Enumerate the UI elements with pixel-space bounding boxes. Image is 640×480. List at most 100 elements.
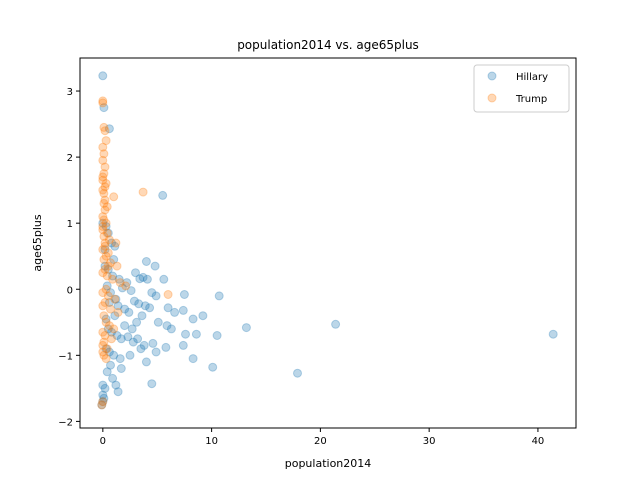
- point-trump: [98, 142, 108, 152]
- point-trump: [101, 284, 111, 294]
- point-hillary: [114, 274, 124, 284]
- point-trump: [100, 241, 110, 251]
- point-hillary: [124, 307, 134, 317]
- point-hillary: [101, 344, 111, 354]
- point-trump: [99, 255, 109, 264]
- point-hillary: [98, 397, 108, 407]
- axes-frame: [79, 57, 577, 429]
- point-trump: [98, 340, 108, 350]
- point-trump: [101, 179, 111, 188]
- point-hillary: [99, 103, 109, 113]
- point-hillary: [214, 291, 224, 301]
- point-hillary: [134, 299, 144, 309]
- point-hillary: [101, 222, 111, 231]
- point-trump: [98, 288, 108, 298]
- plot-area: [97, 71, 558, 410]
- point-trump: [99, 350, 109, 360]
- point-hillary: [145, 303, 155, 313]
- point-hillary: [98, 71, 108, 81]
- point-trump: [106, 258, 115, 268]
- point-trump: [98, 96, 108, 106]
- point-trump: [100, 205, 110, 215]
- point-trump: [110, 294, 120, 304]
- point-hillary: [122, 278, 132, 288]
- point-trump: [101, 317, 111, 327]
- point-trump: [98, 172, 108, 182]
- point-hillary: [113, 301, 123, 311]
- x-tick-label: 40: [532, 436, 545, 447]
- point-hillary: [112, 331, 122, 340]
- point-trump: [108, 274, 118, 284]
- point-hillary: [188, 354, 198, 364]
- point-trump: [113, 307, 123, 317]
- point-trump: [100, 195, 110, 205]
- point-hillary: [133, 334, 143, 344]
- point-trump: [99, 215, 109, 225]
- point-trump: [98, 397, 108, 407]
- point-hillary: [126, 286, 136, 296]
- point-trump: [99, 188, 109, 198]
- legend: Hillary Trump: [473, 64, 570, 113]
- point-hillary: [179, 290, 189, 299]
- point-trump: [98, 225, 108, 235]
- point-trump: [99, 122, 109, 132]
- point-trump: [98, 185, 108, 195]
- point-hillary: [135, 274, 145, 284]
- point-trump: [109, 192, 119, 202]
- point-hillary: [191, 329, 201, 339]
- x-tick-label: 0: [100, 436, 106, 447]
- point-trump: [102, 344, 112, 354]
- point-trump: [97, 400, 107, 410]
- y-tick-label: 1: [67, 219, 73, 230]
- point-trump: [98, 268, 108, 278]
- y-tick-label: −2: [58, 417, 73, 428]
- point-hillary: [151, 291, 161, 301]
- point-hillary: [101, 314, 111, 324]
- point-trump: [107, 334, 116, 344]
- point-trump: [103, 261, 113, 271]
- point-hillary: [100, 245, 110, 255]
- x-tick-label: 30: [423, 436, 436, 447]
- point-hillary: [241, 323, 251, 333]
- point-hillary: [181, 329, 190, 339]
- point-hillary: [128, 337, 138, 347]
- x-axis: 0 10 20 30 40: [100, 428, 545, 447]
- point-trump: [112, 261, 122, 271]
- series-hillary: [97, 71, 558, 410]
- point-hillary: [147, 379, 157, 389]
- point-trump: [121, 281, 131, 291]
- point-trump: [103, 248, 113, 258]
- point-hillary: [188, 314, 198, 324]
- point-trump: [99, 231, 109, 241]
- point-hillary: [100, 261, 110, 271]
- point-trump: [98, 155, 108, 165]
- point-hillary: [158, 190, 168, 200]
- point-trump: [109, 324, 119, 334]
- point-trump: [98, 347, 108, 357]
- point-trump: [103, 291, 113, 301]
- point-hillary: [110, 241, 120, 251]
- point-trump: [100, 298, 110, 307]
- point-hillary: [104, 298, 114, 307]
- point-hillary: [116, 334, 126, 344]
- point-hillary: [212, 331, 222, 340]
- point-trump: [99, 311, 109, 321]
- point-hillary: [151, 347, 161, 357]
- point-trump: [111, 238, 121, 248]
- point-hillary: [102, 281, 112, 291]
- point-hillary: [178, 340, 188, 350]
- point-hillary: [98, 218, 108, 228]
- point-hillary: [109, 350, 119, 360]
- point-hillary: [141, 357, 151, 367]
- legend-label-trump: Trump: [515, 94, 547, 105]
- point-hillary: [110, 311, 120, 321]
- y-tick-label: 2: [67, 153, 73, 164]
- legend-marker-trump: [487, 93, 497, 103]
- y-tick-label: 3: [67, 87, 73, 98]
- point-hillary: [116, 364, 126, 373]
- point-trump: [99, 149, 109, 159]
- point-hillary: [147, 288, 157, 298]
- point-hillary: [108, 373, 118, 383]
- point-hillary: [120, 304, 130, 314]
- point-hillary: [103, 324, 113, 334]
